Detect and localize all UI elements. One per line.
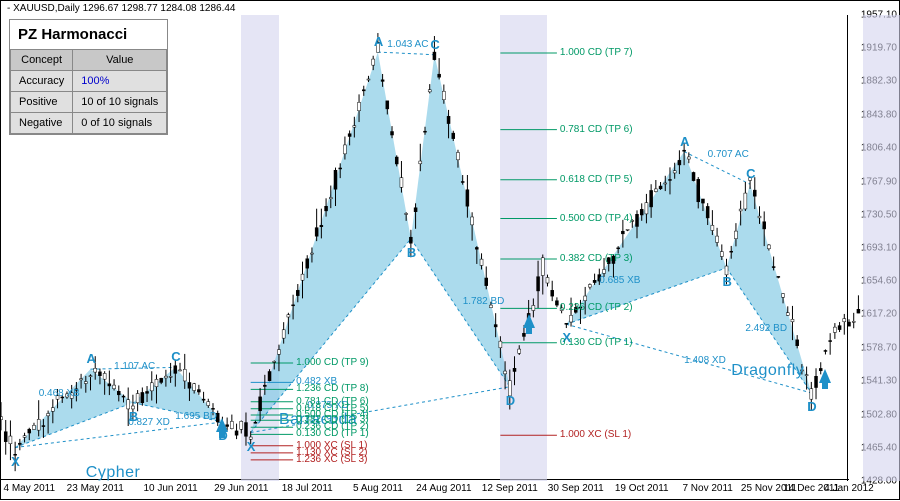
pattern-point-A: A [680, 134, 689, 149]
level-label: 0.236 CD (TP 2) [560, 302, 633, 313]
table-row: Negative0 of 10 signals [11, 113, 167, 134]
level-label: 1.236 XC (SL 3) [296, 454, 367, 465]
table-header-row: Concept Value [11, 50, 167, 71]
pattern-point-D: D [506, 393, 515, 408]
col-value: Value [73, 50, 167, 71]
pattern-point-B: B [407, 245, 416, 260]
info-panel: PZ Harmonacci Concept Value Accuracy100%… [9, 19, 168, 135]
panel-table: Concept Value Accuracy100% Positive10 of… [10, 49, 167, 134]
ratio-label: 0.707 AC [708, 149, 749, 160]
col-concept: Concept [11, 50, 73, 71]
signal-arrow [819, 369, 831, 383]
level-label: 1.000 CD (TP 9) [296, 357, 369, 368]
signal-arrow [216, 418, 228, 432]
panel-title: PZ Harmonacci [10, 20, 167, 49]
level-label: 0.130 CD (TP 1) [296, 428, 369, 439]
level-label: 1.236 CD (TP 8) [296, 383, 369, 394]
table-row: Accuracy100% [11, 71, 167, 92]
pattern-point-X: X [247, 439, 256, 454]
pattern-point-A: A [374, 34, 383, 49]
ratio-label: 1.408 XD [684, 355, 726, 366]
level-label: 1.000 XC (SL 1) [560, 429, 631, 440]
ratio-label: 1.695 BD [175, 411, 217, 422]
level-label: 0.130 CD (TP 1) [560, 337, 633, 348]
table-row: Positive10 of 10 signals [11, 92, 167, 113]
pattern-point-C: C [746, 166, 755, 181]
pattern-name: Dragonfly [731, 362, 804, 380]
pattern-point-A: A [87, 351, 96, 366]
level-label: 0.500 CD (TP 4) [560, 213, 633, 224]
signal-arrow [523, 314, 535, 328]
ratio-label: 1.107 AC [114, 361, 155, 372]
level-label: 0.618 CD (TP 5) [560, 174, 633, 185]
ratio-label: 1.782 BD [463, 296, 505, 307]
pattern-point-B: B [723, 274, 732, 289]
title-bar: - XAUUSD,Daily 1296.67 1298.77 1284.08 1… [7, 3, 236, 14]
level-label: 0.382 CD (TP 3) [560, 253, 633, 264]
ratio-label: 0.685 XB [599, 275, 640, 286]
level-label: 1.000 CD (TP 7) [560, 47, 633, 58]
pattern-name: Cypher [86, 464, 141, 482]
ratio-label: 0.468 XB [39, 388, 80, 399]
pattern-point-C: C [430, 37, 439, 52]
ratio-label: 2.492 BD [745, 323, 787, 334]
pattern-point-C: C [171, 349, 180, 364]
ratio-label: 0.827 XD [128, 417, 170, 428]
ratio-label: 1.043 AC [387, 39, 428, 50]
level-label: 0.781 CD (TP 6) [560, 124, 633, 135]
pattern-point-X: X [11, 454, 20, 469]
pattern-point-D: D [807, 399, 816, 414]
